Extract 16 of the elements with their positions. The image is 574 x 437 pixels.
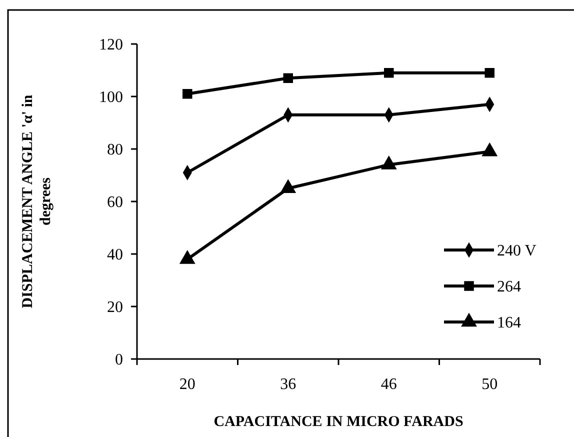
y-tick-label: 120 (99, 36, 123, 54)
legend-label: 164 (497, 314, 521, 332)
x-axis-title: CAPACITANCE IN MICRO FARADS (214, 414, 464, 430)
legend-label: 264 (497, 278, 521, 296)
y-tick-label: 20 (107, 299, 123, 316)
x-tick-label: 50 (482, 376, 498, 393)
y-axis-title: DISPLACEMENT ANGLE 'α' in degrees (20, 94, 54, 308)
y-tick-label: 100 (99, 89, 123, 106)
legend-label: 240 V (497, 242, 537, 260)
y-tick-label: 80 (107, 142, 123, 159)
x-tick-label: 20 (179, 376, 196, 393)
x-tick-label: 46 (380, 376, 397, 393)
x-tick-label: 36 (280, 376, 296, 393)
y-tick-label: 0 (115, 352, 123, 369)
y-tick-label: 40 (107, 246, 123, 264)
y-tick-label: 60 (107, 194, 123, 212)
